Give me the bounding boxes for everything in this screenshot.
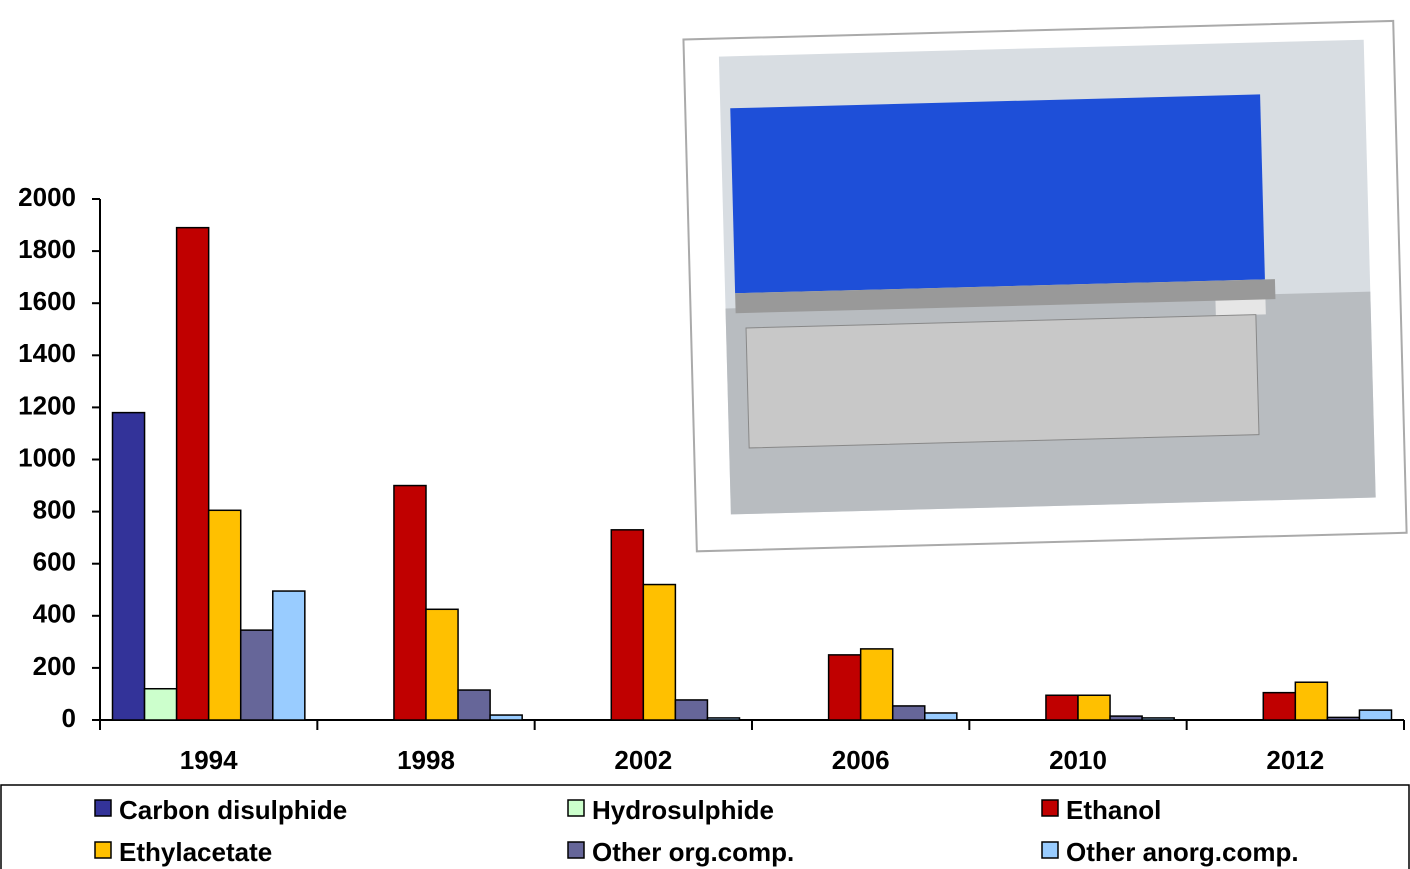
legend-label: Ethanol xyxy=(1066,795,1161,825)
legend-label: Other org.comp. xyxy=(592,837,794,867)
legend-label: Carbon disulphide xyxy=(119,795,347,825)
legend-swatch xyxy=(567,841,585,859)
bar xyxy=(859,648,894,721)
bar xyxy=(489,714,523,721)
bar xyxy=(827,654,862,721)
legend-swatch xyxy=(1041,799,1059,817)
bar xyxy=(425,608,459,721)
photo-structure xyxy=(745,314,1260,449)
photo xyxy=(682,19,1408,553)
y-tick-label: 600 xyxy=(33,547,76,577)
legend-swatch xyxy=(567,799,585,817)
photo-tank xyxy=(730,94,1265,294)
y-tick-label: 1000 xyxy=(18,442,76,472)
bar xyxy=(1294,681,1329,721)
y-tick-label: 800 xyxy=(33,494,76,524)
bar xyxy=(1109,715,1143,721)
y-tick-label: 1800 xyxy=(18,234,76,264)
bar xyxy=(642,583,677,721)
x-tick-label: 2012 xyxy=(1266,745,1324,775)
x-tick-label: 2006 xyxy=(832,745,890,775)
bar xyxy=(143,687,178,721)
bar xyxy=(207,509,242,721)
x-tick-label: 2010 xyxy=(1049,745,1107,775)
bar xyxy=(111,411,146,721)
photo-deck xyxy=(735,279,1276,314)
bar xyxy=(393,484,427,721)
bar xyxy=(272,590,306,721)
y-tick-label: 200 xyxy=(33,651,76,681)
bar xyxy=(891,705,926,721)
y-tick-label: 400 xyxy=(33,599,76,629)
legend-swatch xyxy=(1041,841,1059,859)
bar xyxy=(239,629,274,721)
legend-label: Other anorg.comp. xyxy=(1066,837,1299,867)
legend-swatch xyxy=(94,799,112,817)
y-tick-label: 1600 xyxy=(18,286,76,316)
bar xyxy=(706,717,741,721)
x-tick-label: 1998 xyxy=(397,745,455,775)
bar xyxy=(924,712,958,721)
bar xyxy=(457,689,491,721)
legend-box xyxy=(0,784,1410,869)
x-tick-label: 2002 xyxy=(614,745,672,775)
bar xyxy=(1326,716,1361,721)
legend-label: Ethylacetate xyxy=(119,837,272,867)
bar xyxy=(674,699,709,721)
bar xyxy=(610,529,645,721)
bar xyxy=(1141,717,1175,721)
bar xyxy=(1045,694,1079,721)
bar xyxy=(1358,709,1393,721)
bar xyxy=(175,226,210,721)
x-tick-label: 1994 xyxy=(180,745,238,775)
y-tick-label: 0 xyxy=(62,703,76,733)
legend-label: Hydrosulphide xyxy=(592,795,774,825)
y-tick-label: 1200 xyxy=(18,390,76,420)
y-tick-label: 2000 xyxy=(18,182,76,212)
bar xyxy=(1262,691,1297,721)
legend-swatch xyxy=(94,841,112,859)
bar xyxy=(1077,694,1111,721)
y-tick-label: 1400 xyxy=(18,338,76,368)
